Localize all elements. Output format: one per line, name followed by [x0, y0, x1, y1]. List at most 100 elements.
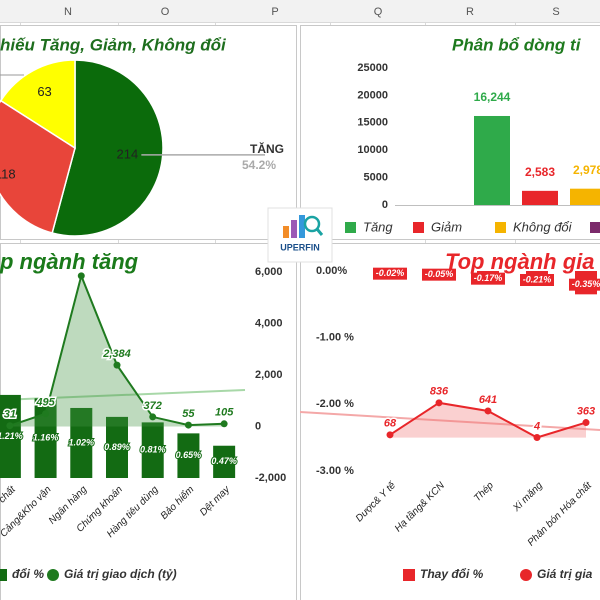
column-header: S	[552, 6, 559, 18]
legend-swatch	[47, 569, 59, 581]
legend-label: đổi %	[12, 567, 44, 581]
legend-swatch	[520, 569, 532, 581]
legend-label: Không đổi	[513, 219, 573, 234]
y2-tick-label: 6,000	[255, 266, 283, 278]
data-label: 2,583	[525, 165, 555, 179]
bar	[34, 398, 57, 478]
annotation: TĂNG	[250, 141, 284, 156]
y-tick-label: -3.00 %	[316, 465, 354, 477]
data-label: 2,978	[573, 163, 600, 177]
data-label-box	[569, 278, 600, 291]
marker	[42, 410, 50, 418]
data-label-box	[422, 268, 456, 281]
legend-swatch	[495, 222, 506, 233]
y2-tick-label: 0	[255, 420, 261, 432]
data-label: 63	[37, 84, 51, 99]
marker	[533, 434, 541, 441]
legend-label: Tăng	[363, 219, 393, 234]
logo-icon	[291, 220, 297, 238]
legend-swatch	[590, 222, 600, 233]
pie-slice	[0, 59, 76, 150]
data-label: 1.21%	[0, 431, 23, 441]
logo-icon	[303, 215, 321, 233]
chart-panel: Phân bổ dòng ti 0 5000 10000 15000 20000 25000…	[345, 35, 600, 234]
chart-title: Phân bổ dòng ti	[452, 35, 582, 54]
data-label: 372	[144, 400, 162, 412]
chart-panel: p ngành tăng 6,0004,0002,0000-2,000chấtCả…	[0, 249, 286, 581]
data-label: 214	[116, 146, 138, 161]
marker	[484, 407, 492, 415]
data-label: 0.89%	[104, 442, 130, 452]
y-tick-label: 0.00%	[316, 265, 347, 277]
marker	[582, 419, 590, 427]
column-headers: N O P Q R S	[64, 6, 560, 18]
column-header: P	[271, 6, 278, 18]
legend-swatch	[0, 569, 7, 581]
chart-title: Top ngành gia	[445, 249, 595, 274]
annotation: 54.2%	[242, 158, 276, 172]
data-label: 55	[182, 408, 195, 420]
logo-text: UPERFIN	[280, 242, 320, 252]
trend-line	[300, 411, 600, 431]
legend-swatch	[413, 222, 424, 233]
data-label: 363	[577, 405, 595, 417]
data-label: -0.02%	[376, 268, 405, 278]
area	[9, 275, 225, 427]
chart-title: p ngành tăng	[0, 249, 139, 274]
chart-title: hiếu Tăng, Giảm, Không đổi	[0, 35, 227, 54]
y-tick-label: 10000	[357, 144, 388, 156]
column-header: R	[466, 6, 474, 18]
bar	[474, 115, 510, 205]
bar	[177, 433, 200, 478]
marker	[386, 431, 394, 439]
data-label: -0.17%	[474, 273, 503, 283]
column-header: O	[161, 6, 170, 18]
marker	[113, 361, 121, 369]
bar	[0, 394, 21, 478]
data-label: 641	[479, 394, 497, 406]
y2-tick-label: 2,000	[255, 369, 283, 381]
data-label: 836	[430, 386, 449, 398]
y-tick-label: 20000	[357, 89, 388, 101]
legend-label: Giá trị gia	[537, 567, 593, 581]
data-label: -0.35%	[572, 279, 600, 289]
data-label: -0.05%	[425, 269, 454, 279]
chart-panel: hiếu Tăng, Giảm, Không đổi 214 118 63 TĂNG 54…	[0, 35, 284, 237]
y-tick-label: 5000	[364, 172, 388, 184]
y-tick-label: -1.00 %	[316, 332, 354, 344]
y-tick-label: 25000	[357, 62, 388, 74]
data-label: 0.81%	[140, 445, 166, 455]
pie-slice	[0, 99, 76, 234]
data-label: 495	[35, 397, 55, 409]
marker	[149, 413, 157, 421]
data-label: 1.02%	[69, 437, 95, 447]
y2-tick-label: 4,000	[255, 317, 283, 329]
marker	[184, 421, 192, 429]
area	[390, 402, 586, 438]
data-label-box	[373, 267, 407, 280]
marker	[6, 422, 14, 430]
legend-label: Giảm	[431, 219, 462, 234]
column-header: N	[64, 6, 72, 18]
data-label: 31	[4, 409, 16, 421]
logo-icon	[315, 228, 324, 236]
data-label: 0.65%	[176, 450, 202, 460]
legend-swatch	[403, 569, 415, 581]
panel	[300, 25, 600, 240]
logo: UPERFIN	[267, 207, 333, 263]
marker	[435, 399, 443, 407]
data-label: 4	[533, 420, 540, 432]
y2-tick-label: -2,000	[255, 472, 286, 484]
bar	[70, 407, 93, 478]
bar	[570, 188, 600, 205]
bar	[213, 445, 236, 478]
y-tick-label: -2.00 %	[316, 398, 354, 410]
y-tick-label: 0	[382, 199, 388, 211]
data-label: 0.47%	[211, 456, 237, 466]
data-label: 16,244	[474, 90, 511, 104]
bar	[522, 190, 558, 205]
marker	[220, 420, 228, 428]
data-label: 105	[215, 407, 234, 419]
